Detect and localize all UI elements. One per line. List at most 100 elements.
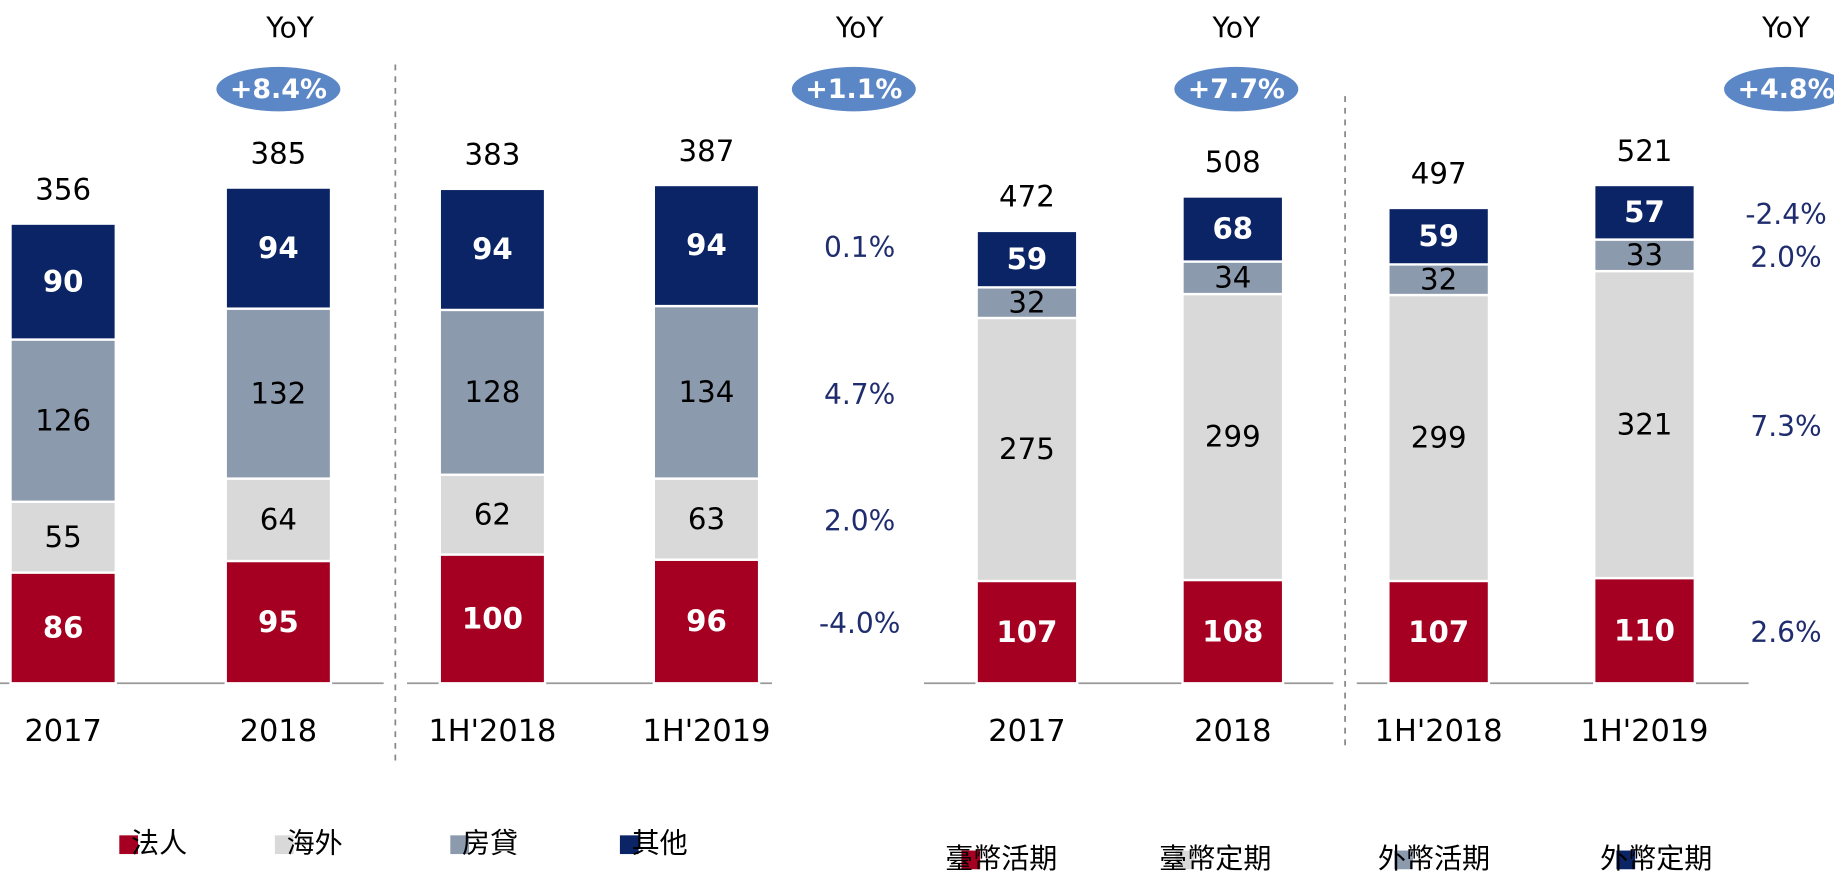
bar-segment (224, 307, 333, 480)
series-yoy: 7.3% (1750, 410, 1821, 443)
series-yoy: 2.0% (824, 505, 895, 538)
segment-label: 32 (1008, 285, 1045, 319)
bar-segment (224, 559, 333, 685)
segment-label: 59 (1007, 242, 1048, 276)
segment-label: 95 (258, 605, 299, 639)
x-tick-label: 1H'2018 (428, 714, 556, 749)
bar-segment (652, 558, 761, 685)
series-yoy: -2.4% (1745, 198, 1826, 231)
x-tick-label: 2018 (1194, 714, 1271, 749)
series-yoy: 2.6% (1750, 616, 1821, 649)
segment-label: 94 (258, 231, 299, 265)
segment-label: 34 (1214, 260, 1251, 294)
series-yoy: 2.0% (1750, 241, 1821, 274)
legend-swatch (1616, 850, 1636, 870)
segment-label: 32 (1420, 262, 1457, 296)
segment-label: 134 (679, 375, 735, 409)
growth-label: +4.8% (1737, 74, 1834, 105)
bar-segment (1181, 578, 1285, 685)
bar-segment (224, 186, 333, 310)
bar-segment (438, 187, 547, 312)
bar-segment (224, 477, 333, 563)
segment-label: 64 (260, 502, 297, 536)
segment-label: 33 (1626, 238, 1663, 272)
segment-label: 275 (999, 432, 1055, 466)
legend-label: 臺幣活期 (945, 842, 1057, 873)
total-label: 508 (1205, 145, 1261, 179)
bar-segment (438, 308, 547, 476)
segment-label: 63 (688, 502, 725, 536)
growth-label: +8.4% (230, 74, 327, 105)
segment-label: 299 (1205, 420, 1261, 454)
legend-label: 外幣活期 (1378, 842, 1490, 873)
series-yoy: -4.0% (819, 607, 900, 640)
series-yoy: 0.1% (824, 231, 895, 264)
bar-segment (975, 229, 1079, 289)
yoy-title: YoY (1211, 11, 1261, 44)
x-tick-label: 2017 (24, 714, 101, 749)
yoy-title: YoY (265, 11, 315, 44)
yoy-title: YoY (1761, 11, 1811, 44)
legend-swatch (274, 835, 294, 855)
growth-pill (791, 66, 916, 112)
bar-segment (652, 183, 761, 308)
total-label: 387 (679, 134, 735, 168)
segment-label: 90 (43, 264, 84, 298)
segment-label: 62 (474, 497, 511, 531)
growth-label: +1.1% (805, 74, 902, 105)
growth-pill (216, 66, 341, 112)
segment-label: 107 (1408, 615, 1469, 649)
bar-segment (975, 286, 1079, 320)
bar-segment (1181, 292, 1285, 582)
bar-segment (9, 571, 117, 685)
segment-label: 96 (686, 604, 727, 638)
segment-label: 55 (45, 520, 82, 554)
legend-label: 法人 (131, 827, 187, 860)
segment-label: 94 (472, 232, 513, 266)
legend-swatch (450, 835, 470, 855)
legend-swatch (619, 835, 639, 855)
legend-label: 其他 (632, 827, 688, 860)
segment-label: 132 (250, 376, 306, 410)
bar-segment (1181, 260, 1285, 296)
segment-label: 321 (1617, 407, 1673, 441)
yoy-title: YoY (835, 11, 885, 44)
growth-pill (1174, 66, 1299, 112)
bar-segment (1387, 206, 1491, 266)
segment-label: 86 (43, 611, 84, 645)
legend-label: 房貸 (462, 827, 518, 860)
total-label: 497 (1411, 157, 1467, 191)
segment-label: 108 (1202, 614, 1263, 648)
segment-label: 110 (1614, 613, 1675, 647)
total-label: 383 (465, 138, 521, 172)
bar-segment (1387, 263, 1491, 297)
x-tick-label: 2017 (988, 714, 1065, 749)
growth-label: +7.7% (1188, 74, 1285, 105)
bar-segment (975, 316, 1079, 583)
legend-label: 海外 (287, 827, 343, 860)
bar-segment (9, 338, 117, 503)
total-label: 385 (250, 136, 306, 170)
x-tick-label: 1H'2019 (642, 714, 770, 749)
bar-segment (438, 553, 547, 685)
legend-swatch (1175, 850, 1195, 870)
segment-label: 107 (996, 615, 1057, 649)
legend-swatch (961, 850, 981, 870)
x-tick-label: 1H'2018 (1375, 714, 1503, 749)
bar-segment (1181, 195, 1285, 263)
legend-swatch (119, 835, 139, 855)
series-yoy: 4.7% (824, 378, 895, 411)
x-tick-label: 2018 (240, 714, 317, 749)
legend-label: 外幣定期 (1600, 842, 1712, 873)
segment-label: 128 (465, 375, 521, 409)
legend-swatch (1394, 850, 1413, 870)
bar-segment (1387, 293, 1491, 583)
segment-label: 299 (1411, 421, 1467, 455)
bar-segment (9, 222, 117, 341)
segment-label: 68 (1212, 212, 1253, 246)
segment-label: 126 (35, 403, 91, 437)
total-label: 472 (999, 180, 1055, 214)
bar-segment (652, 304, 761, 480)
